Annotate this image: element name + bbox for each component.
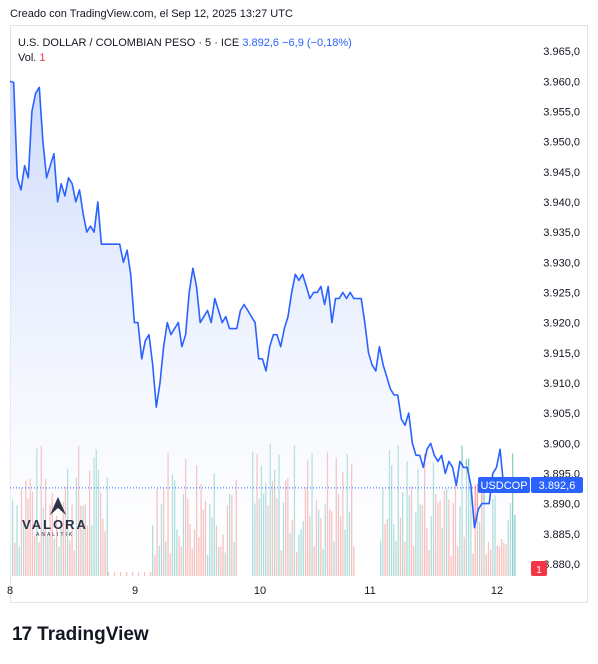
y-tick-label: 3.925,0 (543, 287, 580, 299)
legend-main-row: U.S. DOLLAR / COLOMBIAN PESO · 5 · ICE 3… (18, 36, 352, 51)
valora-logo-icon (50, 497, 66, 515)
y-tick-label: 3.945,0 (543, 167, 580, 179)
tradingview-logo[interactable]: 17 TradingView (12, 624, 149, 646)
x-tick-label: 10 (254, 585, 266, 597)
volume-bar (514, 514, 516, 576)
last-price-badge-label: 3.892,6 (539, 480, 576, 492)
price-line (9, 80, 512, 529)
y-tick-label: 3.920,0 (543, 318, 580, 330)
legend-price: 3.892,6 (242, 37, 280, 49)
legend-symbol[interactable]: U.S. DOLLAR / COLOMBIAN PESO · 5 · ICE (18, 37, 240, 49)
y-tick-label: 3.935,0 (543, 227, 580, 239)
y-axis[interactable]: 3.880,03.885,03.890,03.895,03.900,03.905… (543, 46, 580, 571)
chart-caption: Creado con TradingView.com, el Sep 12, 2… (10, 8, 293, 20)
y-tick-label: 3.890,0 (543, 499, 580, 511)
y-tick-label: 3.950,0 (543, 137, 580, 149)
legend-change: −6,9 (−0,18%) (282, 37, 352, 49)
x-axis[interactable]: 8 9 10 11 12 (7, 585, 503, 597)
x-tick-label: 11 (364, 585, 375, 597)
chart-legend: U.S. DOLLAR / COLOMBIAN PESO · 5 · ICE 3… (18, 36, 352, 66)
y-tick-label: 3.900,0 (543, 438, 580, 450)
price-area-fill (10, 81, 512, 577)
legend-vol-label[interactable]: Vol. (18, 52, 37, 64)
volume-badge: 1 (531, 561, 547, 576)
watermark-subtitle: ANALITIK (36, 532, 75, 538)
y-tick-label: 3.915,0 (543, 348, 580, 360)
y-tick-label: 3.910,0 (543, 378, 580, 390)
volume-bar (512, 453, 514, 576)
legend-vol-value: 1 (39, 52, 46, 64)
x-tick-label: 12 (491, 585, 503, 597)
y-tick-label: 3.965,0 (543, 46, 580, 58)
y-tick-label: 3.940,0 (543, 197, 580, 209)
x-tick-label: 9 (132, 585, 138, 597)
watermark-title: VALORA (22, 517, 88, 532)
y-tick-label: 3.905,0 (543, 408, 580, 420)
valora-watermark: VALORA ANALITIK (22, 497, 88, 538)
last-price-badge: 3.892,6 (531, 477, 583, 493)
tradingview-mark-icon: 17 (12, 624, 32, 645)
legend-volume-row: Vol. 1 (18, 51, 352, 66)
tradingview-brand: TradingView (37, 624, 149, 645)
y-tick-label: 3.960,0 (543, 76, 580, 88)
y-tick-label: 3.880,0 (543, 559, 580, 571)
y-tick-label: 3.930,0 (543, 257, 580, 269)
y-tick-label: 3.885,0 (543, 529, 580, 541)
ticker-badge: USDCOP (478, 477, 530, 493)
y-tick-label: 3.955,0 (543, 106, 580, 118)
volume-badge-label: 1 (536, 565, 542, 576)
x-tick-label: 8 (7, 585, 13, 597)
ticker-badge-label: USDCOP (480, 480, 527, 492)
